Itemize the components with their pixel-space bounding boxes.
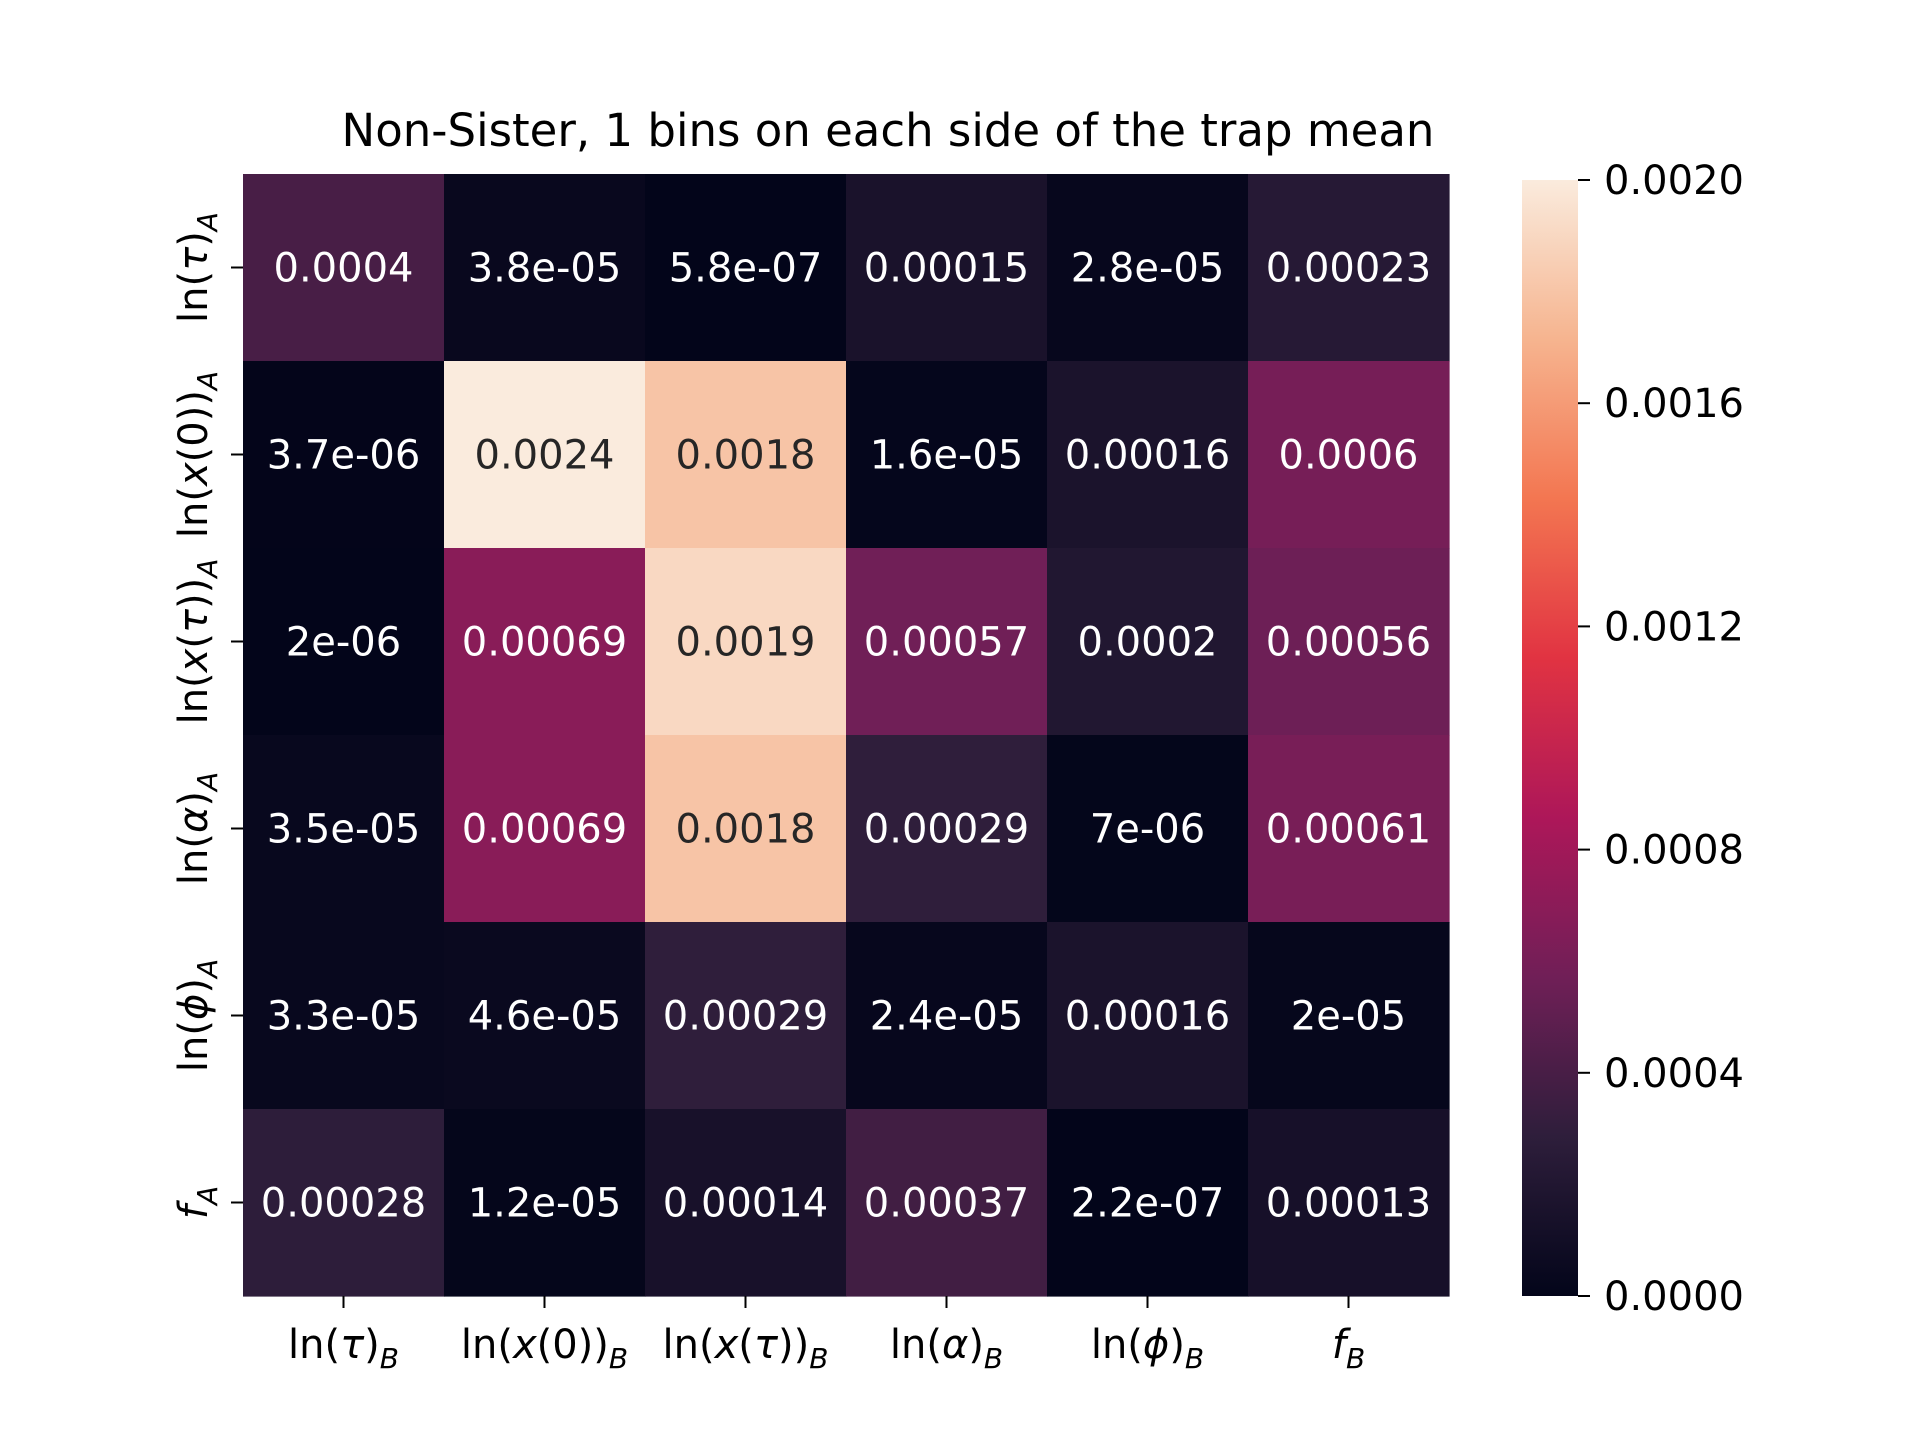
cell-value-label: 0.00061 [1266, 807, 1431, 853]
heatmap-cell [1248, 1109, 1450, 1297]
heatmap-cell [1248, 735, 1450, 923]
heatmap-cell [243, 1109, 445, 1297]
cell-value-label: 0.00013 [1266, 1181, 1431, 1227]
heatmap-cell [1248, 174, 1450, 362]
heatmap-cell [444, 922, 646, 1110]
cell-value-label: 0.00069 [462, 620, 627, 666]
heatmap-cell [846, 361, 1048, 549]
colorbar-tick-label: 0.0016 [1604, 381, 1744, 427]
cell-value-label: 0.00037 [864, 1181, 1029, 1227]
heatmap-cell [243, 735, 445, 923]
y-tick-label: ln(x(0))A [171, 371, 224, 538]
heatmap-cell [645, 361, 847, 549]
heatmap-cell [444, 1109, 646, 1297]
cell-value-label: 0.0024 [475, 433, 615, 479]
cell-value-label: 0.00016 [1065, 433, 1230, 479]
heatmap-cell [1047, 922, 1249, 1110]
heatmap-cell [1047, 1109, 1249, 1297]
cell-value-label: 2.8e-05 [1071, 246, 1225, 292]
heatmap-cell [645, 922, 847, 1110]
y-tick-label: ln(α)A [171, 772, 224, 885]
cell-value-label: 0.00023 [1266, 246, 1431, 292]
heatmap-cell [846, 174, 1048, 362]
cell-value-label: 5.8e-07 [669, 246, 823, 292]
heatmap-cell [1047, 174, 1249, 362]
x-tick-label: fB [1332, 1322, 1365, 1375]
colorbar-gradient [1522, 180, 1578, 1296]
heatmap-cell [1047, 361, 1249, 549]
heatmap-cells [243, 174, 1450, 1297]
heatmap-cell [243, 548, 445, 736]
cell-value-label: 0.0002 [1078, 620, 1218, 666]
heatmap-cell [1248, 361, 1450, 549]
cell-value-label: 3.5e-05 [267, 807, 421, 853]
heatmap-cell [243, 361, 445, 549]
heatmap-cell [846, 1109, 1048, 1297]
heatmap-cell [1248, 548, 1450, 736]
cell-value-label: 1.2e-05 [468, 1181, 622, 1227]
x-tick-label: ln(x(0))B [461, 1322, 628, 1375]
colorbar-tick-label: 0.0020 [1604, 158, 1744, 204]
colorbar-tick-label: 0.0000 [1604, 1274, 1744, 1320]
x-tick-label: ln(τ)B [288, 1322, 399, 1375]
y-tick-label: ln(ϕ)A [171, 959, 224, 1072]
cell-value-label: 3.7e-06 [267, 433, 421, 479]
y-tick-label: ln(τ)A [171, 212, 224, 323]
cell-value-label: 0.00014 [663, 1181, 828, 1227]
cell-value-label: 0.00029 [663, 994, 828, 1040]
heatmap-cell [1047, 548, 1249, 736]
colorbar-tick-label: 0.0004 [1604, 1051, 1744, 1097]
heatmap-cell [846, 922, 1048, 1110]
heatmap-cell [444, 735, 646, 923]
heatmap-cell [645, 174, 847, 362]
cell-value-label: 2e-05 [1291, 994, 1406, 1040]
heatmap-cell [444, 548, 646, 736]
cell-value-label: 0.00029 [864, 807, 1029, 853]
y-tick-label: ln(x(τ))A [171, 559, 224, 725]
heatmap-cell [846, 548, 1048, 736]
cell-value-label: 0.00016 [1065, 994, 1230, 1040]
cell-value-label: 7e-06 [1090, 807, 1205, 853]
cell-value-label: 0.0006 [1279, 433, 1419, 479]
heatmap-cell [444, 174, 646, 362]
heatmap-cell [645, 735, 847, 923]
cell-value-label: 1.6e-05 [870, 433, 1024, 479]
x-tick-label: ln(x(τ))B [663, 1322, 829, 1375]
cell-value-label: 2.2e-07 [1071, 1181, 1225, 1227]
heatmap-cell [645, 1109, 847, 1297]
cell-value-label: 0.00056 [1266, 620, 1431, 666]
cell-value-label: 2e-06 [286, 620, 401, 666]
chart-title: Non-Sister, 1 bins on each side of the t… [342, 104, 1435, 157]
x-axis: ln(τ)B ln(x(0))B ln(x(τ))B ln(α)B ln(ϕ)B fB [288, 1296, 1365, 1375]
heatmap-cell [1248, 922, 1450, 1110]
heatmap-cell [846, 735, 1048, 923]
heatmap-cell [444, 361, 646, 549]
cell-value-label: 0.0018 [676, 433, 816, 479]
cell-annotations: 0.0004 3.8e-05 5.8e-07 0.00015 2.8e-05 0.0002… [261, 246, 1431, 1227]
cell-value-label: 0.00069 [462, 807, 627, 853]
cell-value-label: 0.0004 [274, 246, 414, 292]
colorbar: 0.0000 0.0004 0.0008 0.0012 0.0016 0.0020 [1522, 158, 1744, 1320]
cell-value-label: 0.0018 [676, 807, 816, 853]
cell-value-label: 3.8e-05 [468, 246, 622, 292]
heatmap-cell [243, 922, 445, 1110]
y-tick-label: fA [171, 1186, 224, 1219]
cell-value-label: 3.3e-05 [267, 994, 421, 1040]
y-axis: ln(τ)A ln(x(0))A ln(x(τ))A ln(α)A ln(ϕ)A fA [171, 212, 243, 1219]
heatmap-cell [645, 548, 847, 736]
heatmap-cell [243, 174, 445, 362]
colorbar-tick-label: 0.0008 [1604, 828, 1744, 874]
cell-value-label: 0.00015 [864, 246, 1029, 292]
cell-value-label: 2.4e-05 [870, 994, 1024, 1040]
colorbar-tick-label: 0.0012 [1604, 604, 1744, 650]
x-tick-label: ln(ϕ)B [1091, 1322, 1204, 1375]
x-tick-label: ln(α)B [890, 1322, 1003, 1375]
cell-value-label: 0.00057 [864, 620, 1029, 666]
heatmap-cell [1047, 735, 1249, 923]
cell-value-label: 0.00028 [261, 1181, 426, 1227]
cell-value-label: 0.0019 [676, 620, 816, 666]
cell-value-label: 4.6e-05 [468, 994, 622, 1040]
